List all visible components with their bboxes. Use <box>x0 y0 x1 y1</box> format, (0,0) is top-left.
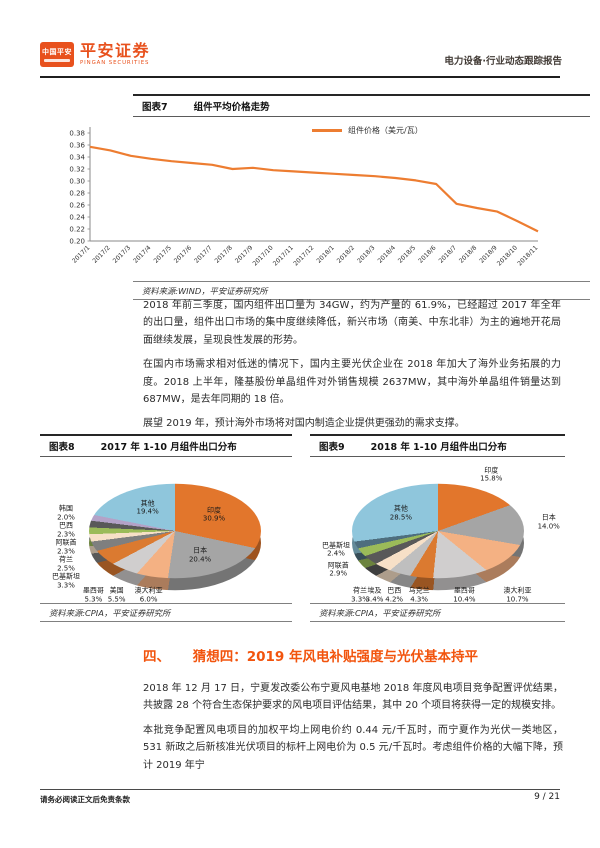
brand-block: 平安证券 PINGAN SECURITIES <box>80 42 150 66</box>
svg-text:2018/2: 2018/2 <box>336 244 356 264</box>
svg-text:0.28: 0.28 <box>69 189 85 197</box>
svg-text:2018/1: 2018/1 <box>315 244 335 264</box>
svg-text:2017/8: 2017/8 <box>214 244 234 264</box>
paragraph: 2018 年前三季度，国内组件出口量为 34GW，约为产量的 61.9%，已经超… <box>143 300 561 346</box>
pie-slice-label: 美国 5.5% <box>107 586 126 604</box>
figure-9-title: 2018 年 1-10 月组件出口分布 <box>370 442 507 453</box>
pie-slice-label: 荷兰 2.5% <box>57 555 75 573</box>
pie-slice-label: 巴基斯坦 3.3% <box>52 572 80 590</box>
figure-8-title: 2017 年 1-10 月组件出口分布 <box>100 442 237 453</box>
pie-slice-label: 阿联酋 2.3% <box>55 538 77 556</box>
svg-text:0.34: 0.34 <box>69 153 85 161</box>
svg-text:2017/3: 2017/3 <box>112 244 132 264</box>
pingan-logo-strip <box>44 58 70 62</box>
paragraph: 展望 2019 年，预计海外市场将对国内制造企业提供更强劲的需求支撑。 <box>143 418 465 430</box>
pie-surface <box>352 483 524 579</box>
header-divider <box>40 76 560 78</box>
svg-text:2017/1: 2017/1 <box>71 244 91 264</box>
chart-legend: 组件价格（美元/瓦） <box>312 125 423 136</box>
svg-text:2017/10: 2017/10 <box>252 244 275 267</box>
section-4-heading: 四、 猜想四：2019 年风电补贴强度与光伏基本持平 <box>143 645 478 665</box>
body-text-block-1: 2018 年前三季度，国内组件出口量为 34GW，约为产量的 61.9%，已经超… <box>143 297 561 440</box>
section-4-title: 猜想四：2019 年风电补贴强度与光伏基本持平 <box>192 649 478 665</box>
pie-surface <box>89 483 261 579</box>
paragraph: 本批竞争配置风电项目的加权平均上网电价约 0.44 元/千瓦时，而宁夏作为光伏一… <box>143 724 563 771</box>
pingan-logo-text: 中国平安 <box>42 47 72 56</box>
paragraph: 在国内市场需求相对低迷的情况下，国内主要光伏企业在 2018 年加大了海外业务拓… <box>143 359 561 406</box>
svg-text:2018/6: 2018/6 <box>417 244 437 264</box>
svg-text:0.36: 0.36 <box>69 141 85 149</box>
svg-text:0.20: 0.20 <box>69 237 85 245</box>
legend-label: 组件价格（美元/瓦） <box>348 126 423 135</box>
pie-slice-label: 巴西 4.2% <box>385 586 404 604</box>
svg-text:0.26: 0.26 <box>69 201 85 209</box>
figure-8-titlebar: 图表8 2017 年 1-10 月组件出口分布 <box>40 434 292 457</box>
section-4-number: 四、 <box>143 649 170 665</box>
svg-text:2018/4: 2018/4 <box>377 244 397 264</box>
page-number: 9 / 21 <box>534 792 560 802</box>
svg-text:2018/5: 2018/5 <box>397 244 417 264</box>
svg-text:2017/6: 2017/6 <box>173 244 193 264</box>
pie-slice-label: 荷兰 3.3% <box>351 586 369 604</box>
pie-slice-label: 埃及 3.4% <box>365 586 384 604</box>
svg-text:2017/2: 2017/2 <box>91 244 111 264</box>
pie-slice-label: 阿联酋 2.9% <box>327 561 349 578</box>
svg-text:2018/3: 2018/3 <box>356 244 376 264</box>
svg-text:0.38: 0.38 <box>69 129 85 137</box>
figure-7: 图表7 组件平均价格走势 0.20 0.22 0.24 0.26 0.28 0.30 0.3… <box>60 94 590 300</box>
svg-text:2017/5: 2017/5 <box>153 244 173 264</box>
pie-chart-export-2017: 印度 30.9% 日本 20.4% 澳大利亚 6.0% 美国 5.5% 墨西哥 5.3% 巴基斯坦 3… <box>40 457 292 603</box>
line-chart-area: 0.20 0.22 0.24 0.26 0.28 0.30 0.32 0.34 0.36 0.38… <box>60 117 590 281</box>
report-type-label: 电力设备·行业动态跟踪报告 <box>444 56 562 67</box>
figure-9-source: 资料来源:CPIA，平安证券研究所 <box>310 603 565 622</box>
pie-slice-label: 巴西 2.3% <box>57 521 75 539</box>
svg-text:0.32: 0.32 <box>69 165 85 173</box>
pie-slice-label: 印度 15.8% <box>480 466 503 483</box>
svg-text:2017/12: 2017/12 <box>292 244 315 267</box>
figure-7-tag: 图表7 <box>142 102 168 113</box>
pie-slice-label: 澳大利亚 10.7% <box>503 586 532 604</box>
figure-8: 图表8 2017 年 1-10 月组件出口分布 印度 30.9% 日本 20.4% 澳大… <box>40 434 292 622</box>
svg-text:2018/8: 2018/8 <box>458 244 478 264</box>
svg-text:2018/11: 2018/11 <box>516 244 539 267</box>
figure-7-titlebar: 图表7 组件平均价格走势 <box>133 94 590 117</box>
figure-7-title: 组件平均价格走势 <box>193 102 270 113</box>
pie-slice-label: 日本 14.0% <box>537 513 560 531</box>
figure-8-source: 资料来源:CPIA，平安证券研究所 <box>40 603 292 622</box>
figure-9: 图表9 2018 年 1-10 月组件出口分布 印度 15.8% 日本 14.0% 澳大… <box>310 434 565 622</box>
pie-slice-label: 墨西哥 5.3% <box>82 586 104 604</box>
figure-8-tag: 图表8 <box>49 442 75 453</box>
svg-text:2018/7: 2018/7 <box>438 244 458 264</box>
paragraph: 2018 年 12 月 17 日，宁夏发改委公布宁夏风电基地 2018 年度风电… <box>143 683 563 712</box>
svg-text:2017/7: 2017/7 <box>193 244 213 264</box>
figure-9-titlebar: 图表9 2018 年 1-10 月组件出口分布 <box>310 434 565 457</box>
brand-subtitle: PINGAN SECURITIES <box>80 60 150 66</box>
svg-text:0.22: 0.22 <box>69 225 85 233</box>
pie-chart-export-2018: 印度 15.8% 日本 14.0% 澳大利亚 10.7% 墨西哥 10.4% 乌克兰 4.3% 巴西… <box>310 457 565 603</box>
footer-disclaimer: 请务必阅读正文后免责条款 <box>40 795 130 804</box>
body-text-block-2: 2018 年 12 月 17 日，宁夏发改委公布宁夏风电基地 2018 年度风电… <box>143 680 563 781</box>
pie-slice-label: 韩国 2.0% <box>57 504 75 522</box>
figure-7-source: 资料来源:WIND，平安证券研究所 <box>133 281 590 300</box>
figure-9-tag: 图表9 <box>319 442 345 453</box>
svg-text:0.30: 0.30 <box>69 177 85 185</box>
pingan-logo: 中国平安 <box>40 42 74 67</box>
brand-name: 平安证券 <box>80 41 151 60</box>
legend-line-swatch <box>312 129 342 132</box>
svg-text:2017/4: 2017/4 <box>132 244 152 264</box>
svg-text:2018/10: 2018/10 <box>496 244 519 267</box>
svg-text:2017/11: 2017/11 <box>272 244 295 267</box>
svg-text:0.24: 0.24 <box>69 213 85 221</box>
module-price-line-chart: 0.20 0.22 0.24 0.26 0.28 0.30 0.32 0.34 0.36 0.38… <box>69 127 539 268</box>
footer-divider <box>40 789 560 790</box>
